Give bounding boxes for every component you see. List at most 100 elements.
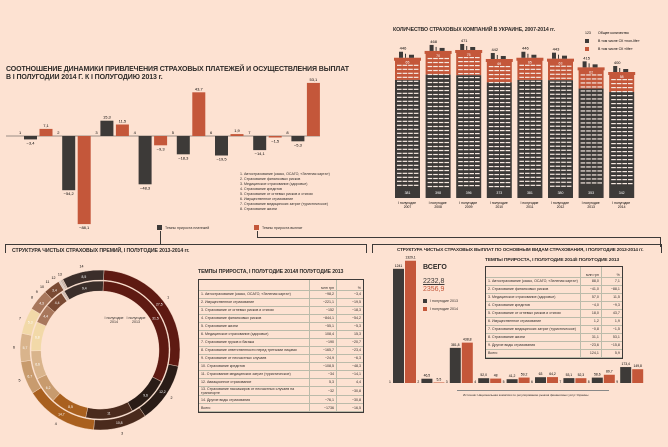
window: [525, 100, 530, 102]
window: [628, 127, 633, 129]
window: [525, 152, 530, 154]
data-label: 64,2: [549, 372, 556, 376]
antenna: [592, 64, 598, 68]
legend-total-label: Общее количество: [598, 31, 629, 35]
window: [622, 175, 627, 177]
window: [402, 76, 408, 78]
window: [628, 83, 633, 85]
window: [433, 133, 438, 136]
window: [397, 84, 402, 86]
window: [591, 142, 597, 144]
window: [519, 76, 524, 78]
window: [616, 139, 622, 141]
window: [402, 152, 408, 154]
window: [530, 152, 536, 154]
bar-2013: [478, 378, 490, 383]
window: [536, 180, 541, 182]
window: [438, 185, 444, 188]
category-number: 7: [248, 130, 251, 135]
year-label: I полугодие 2011: [520, 201, 539, 209]
window: [433, 81, 438, 84]
window: [469, 144, 474, 147]
window: [494, 97, 499, 100]
non-life-label: 398: [435, 191, 441, 195]
window: [586, 178, 591, 180]
window: [494, 93, 499, 96]
window: [408, 96, 413, 98]
window: [427, 89, 433, 92]
window: [580, 162, 586, 164]
window: [427, 149, 433, 152]
window: [433, 161, 438, 164]
connector-line: [257, 231, 258, 237]
window: [561, 69, 566, 71]
window: [536, 96, 541, 98]
value-cell: 15,3: [336, 330, 363, 339]
window: [622, 143, 627, 145]
window: [519, 164, 524, 166]
window: [525, 88, 530, 90]
slice-category: 11: [46, 280, 50, 284]
window: [494, 177, 499, 180]
legend-label-2014: I полугодие 2014: [430, 307, 459, 311]
window: [402, 136, 408, 138]
window: [505, 133, 511, 136]
antenna: [619, 68, 621, 72]
life-label: 62: [589, 70, 593, 74]
header-cell: %: [600, 267, 622, 278]
value-cell: 57,0: [579, 293, 602, 302]
window: [561, 105, 566, 107]
slice-category: 1: [167, 296, 169, 300]
window: [561, 157, 566, 159]
data-label: −54,2: [64, 191, 75, 196]
window: [433, 153, 438, 156]
data-label: 46,5: [424, 374, 431, 378]
window: [530, 84, 536, 86]
window: [475, 100, 480, 103]
legend-label-payments: Темпы прироста платежей: [165, 226, 210, 230]
window: [413, 76, 419, 78]
antenna: [582, 61, 587, 68]
window: [500, 121, 505, 124]
table-row: 9. Страхование от несчастных случаев −24,…: [199, 354, 363, 363]
data-label: −9,3: [157, 146, 166, 151]
window: [488, 77, 494, 80]
window: [494, 165, 499, 168]
window: [413, 136, 419, 138]
window: [580, 150, 586, 152]
window: [413, 88, 419, 90]
window: [622, 131, 627, 133]
window: [408, 156, 413, 158]
data-label: 52,3: [578, 373, 585, 377]
total-label: 400: [614, 60, 621, 65]
window: [525, 140, 530, 142]
window: [616, 175, 622, 177]
window: [433, 97, 438, 100]
antenna: [490, 52, 495, 59]
window: [458, 168, 463, 171]
bar-payments: [253, 136, 267, 151]
window: [433, 93, 438, 96]
window: [458, 68, 463, 71]
window: [427, 153, 433, 156]
value-cell: −165,7: [309, 346, 337, 355]
window: [488, 121, 494, 124]
non-life-label: 396: [466, 191, 472, 195]
total-label: 443: [553, 47, 560, 52]
label-cell: Всего: [199, 403, 310, 413]
window: [458, 184, 463, 187]
window: [397, 128, 402, 130]
window: [561, 65, 566, 67]
total-label: 446: [400, 46, 407, 51]
window: [408, 104, 413, 106]
window: [413, 180, 419, 182]
window: [536, 136, 541, 138]
window: [500, 117, 505, 120]
window: [580, 154, 586, 156]
window: [591, 130, 597, 132]
data-label: 53,1: [566, 373, 573, 377]
window: [597, 182, 602, 184]
connector-line: [257, 237, 660, 238]
window: [402, 172, 408, 174]
window: [622, 127, 627, 129]
